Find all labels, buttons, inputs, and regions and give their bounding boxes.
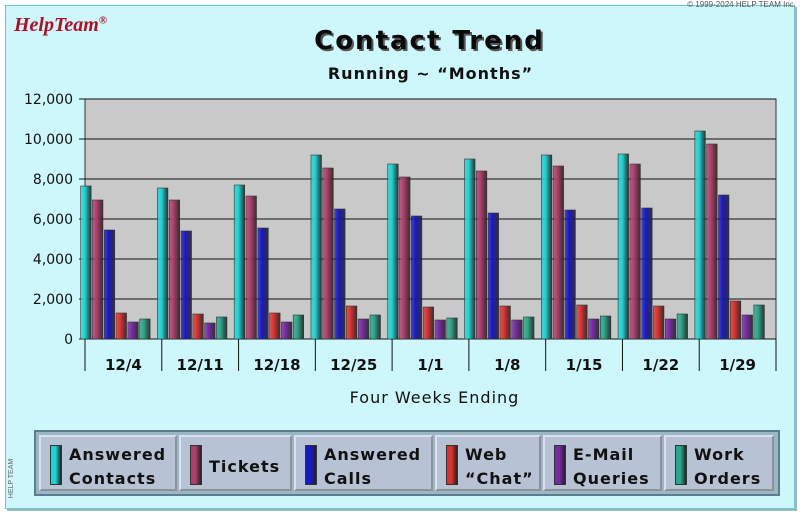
bar (346, 305, 358, 340)
x-tick-label: 1/8 (494, 356, 520, 374)
bar (676, 313, 688, 340)
y-tick-label: 6,000 (33, 212, 73, 228)
x-tick-label: 1/29 (719, 356, 756, 374)
logo-text: HelpTeam (14, 14, 99, 36)
chart-title-shadow: Contact Trend (316, 28, 547, 58)
bar (103, 229, 116, 340)
bar (357, 318, 369, 340)
legend-swatch (446, 445, 458, 485)
legend-item: Web “Chat” (435, 435, 541, 491)
bar (168, 199, 181, 340)
chart-legend: Answered Contacts Tickets Answered Calls We… (34, 430, 780, 496)
bar (399, 176, 411, 340)
bar (523, 316, 535, 340)
bar (446, 317, 458, 340)
legend-item: E-Mail Queries (543, 435, 662, 491)
legend-label: Answered Calls (324, 445, 422, 488)
x-tick-label: 12/11 (177, 356, 224, 374)
bar (552, 165, 564, 340)
y-tick-label: 4,000 (33, 252, 73, 268)
x-tick-label: 12/18 (253, 356, 300, 374)
x-tick-label: 12/25 (330, 356, 377, 374)
bar (741, 314, 753, 340)
legend-label: Tickets (209, 457, 281, 476)
x-tick-label: 1/22 (642, 356, 679, 374)
bar (600, 315, 612, 340)
x-axis-label: Four Weeks Ending (350, 388, 520, 407)
bar (576, 304, 588, 340)
bar (464, 158, 476, 340)
legend-label: Web “Chat” (465, 445, 534, 488)
bar (310, 154, 322, 340)
legend-item: Work Orders (664, 435, 774, 491)
bar (139, 318, 151, 340)
legend-swatch (554, 445, 566, 485)
bar (541, 154, 553, 340)
bar (180, 230, 192, 340)
bar (127, 321, 139, 340)
x-tick-label: 12/4 (105, 356, 142, 374)
bar (204, 322, 216, 340)
bar (434, 319, 446, 340)
bar (192, 313, 204, 340)
bar (322, 167, 334, 340)
x-tick-label: 1/15 (566, 356, 603, 374)
bar (92, 199, 104, 340)
y-tick-label: 12,000 (24, 92, 73, 108)
bar (729, 300, 742, 340)
bar (245, 195, 257, 340)
legend-swatch (305, 445, 317, 485)
y-tick-label: 8,000 (33, 172, 73, 188)
bar (257, 227, 269, 340)
chart-title: Contact Trend (314, 26, 545, 56)
copyright-text: © 1999-2024 HELP TEAM Inc. (687, 0, 796, 9)
bar (334, 208, 346, 340)
legend-label: Work Orders (694, 445, 762, 488)
x-tick-label: 1/1 (417, 356, 443, 374)
bar (753, 304, 765, 340)
legend-label: Answered Contacts (69, 445, 167, 488)
bar (718, 194, 730, 340)
legend-item: Answered Contacts (39, 435, 177, 491)
legend-item: Answered Calls (294, 435, 433, 491)
bar (233, 184, 245, 340)
legend-swatch (190, 445, 202, 485)
legend-item: Tickets (179, 435, 292, 491)
bar (476, 170, 488, 340)
bar (80, 185, 92, 340)
legend-label: E-Mail Queries (573, 445, 650, 488)
bar (706, 143, 718, 340)
bar (269, 312, 281, 340)
bar (511, 319, 523, 340)
legend-swatch (50, 445, 62, 485)
y-tick-label: 2,000 (33, 292, 73, 308)
bar (641, 207, 653, 340)
bar (617, 153, 629, 340)
bar (411, 215, 423, 340)
bar (588, 318, 600, 340)
bar (387, 163, 399, 340)
bar (499, 305, 511, 340)
bar (629, 163, 641, 340)
bar (694, 130, 706, 340)
bar (564, 209, 576, 340)
helpteam-logo: HelpTeam® (14, 14, 107, 37)
bar (653, 305, 665, 340)
bar (115, 312, 127, 340)
bar (281, 321, 293, 340)
y-tick-label: 0 (64, 332, 73, 348)
chart-subtitle: Running ~ “Months” (328, 64, 533, 83)
bar (369, 314, 381, 340)
bar (664, 318, 677, 340)
y-tick-label: 10,000 (24, 132, 73, 148)
legend-swatch (675, 445, 687, 485)
bar (157, 187, 169, 340)
bar (422, 306, 434, 340)
bar (216, 316, 228, 340)
registered-mark: ® (98, 14, 108, 27)
bar (292, 314, 304, 340)
bar (487, 212, 499, 340)
